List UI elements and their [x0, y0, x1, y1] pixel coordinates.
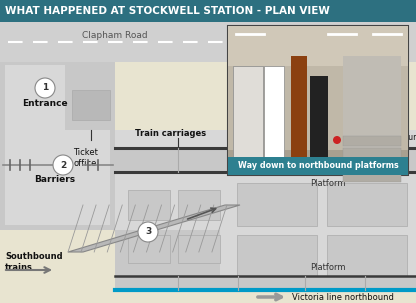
FancyBboxPatch shape: [128, 190, 170, 220]
Circle shape: [333, 136, 341, 144]
Text: Clapham Road: Clapham Road: [82, 31, 148, 39]
Text: Southbound
trains: Southbound trains: [5, 252, 63, 272]
FancyBboxPatch shape: [228, 26, 408, 175]
FancyBboxPatch shape: [115, 148, 416, 172]
Text: Way down to northbound platforms: Way down to northbound platforms: [238, 161, 399, 171]
FancyBboxPatch shape: [115, 130, 416, 285]
FancyBboxPatch shape: [65, 62, 115, 130]
FancyBboxPatch shape: [343, 160, 401, 170]
FancyBboxPatch shape: [327, 235, 407, 290]
FancyBboxPatch shape: [115, 276, 416, 290]
Text: 1: 1: [42, 84, 48, 92]
FancyBboxPatch shape: [343, 56, 401, 170]
FancyBboxPatch shape: [178, 190, 220, 220]
Text: 4: 4: [237, 155, 243, 165]
FancyBboxPatch shape: [0, 0, 416, 22]
FancyBboxPatch shape: [228, 26, 408, 66]
Circle shape: [230, 150, 250, 170]
FancyBboxPatch shape: [343, 148, 401, 158]
Text: Entrance: Entrance: [22, 98, 68, 108]
Circle shape: [53, 155, 73, 175]
Circle shape: [138, 222, 158, 242]
Text: Northern line northbound: Northern line northbound: [325, 134, 416, 142]
FancyBboxPatch shape: [0, 22, 416, 62]
Text: 3: 3: [145, 228, 151, 237]
FancyBboxPatch shape: [237, 183, 317, 226]
FancyBboxPatch shape: [228, 26, 408, 175]
FancyBboxPatch shape: [72, 90, 110, 120]
FancyBboxPatch shape: [343, 172, 401, 182]
Text: Platform: Platform: [310, 178, 346, 188]
Text: 2: 2: [60, 161, 66, 169]
Text: Barriers: Barriers: [35, 175, 76, 185]
FancyBboxPatch shape: [237, 235, 317, 290]
Circle shape: [35, 78, 55, 98]
Text: Victoria line northbound: Victoria line northbound: [292, 292, 394, 301]
FancyBboxPatch shape: [228, 150, 408, 175]
FancyBboxPatch shape: [228, 157, 408, 175]
Text: Train carriages: Train carriages: [135, 128, 206, 138]
FancyBboxPatch shape: [5, 65, 110, 225]
Text: WHAT HAPPENED AT STOCKWELL STATION - PLAN VIEW: WHAT HAPPENED AT STOCKWELL STATION - PLA…: [5, 6, 330, 16]
FancyBboxPatch shape: [115, 230, 220, 285]
FancyBboxPatch shape: [327, 183, 407, 226]
Text: Platform: Platform: [310, 264, 346, 272]
FancyBboxPatch shape: [228, 66, 408, 175]
FancyBboxPatch shape: [128, 235, 170, 263]
FancyBboxPatch shape: [343, 136, 401, 146]
FancyBboxPatch shape: [291, 56, 307, 170]
FancyBboxPatch shape: [233, 66, 263, 170]
Text: Ticket
office: Ticket office: [73, 148, 98, 168]
FancyBboxPatch shape: [178, 235, 220, 263]
FancyBboxPatch shape: [264, 66, 284, 170]
FancyBboxPatch shape: [310, 76, 328, 170]
Polygon shape: [68, 205, 240, 252]
FancyBboxPatch shape: [0, 62, 115, 230]
